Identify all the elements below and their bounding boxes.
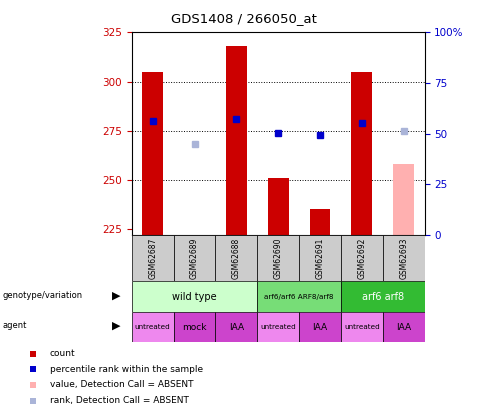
FancyBboxPatch shape bbox=[299, 312, 341, 342]
Text: mock: mock bbox=[182, 322, 207, 332]
Text: GSM62689: GSM62689 bbox=[190, 237, 199, 279]
Text: genotype/variation: genotype/variation bbox=[2, 291, 83, 300]
FancyBboxPatch shape bbox=[383, 235, 425, 281]
Text: agent: agent bbox=[2, 321, 27, 330]
FancyBboxPatch shape bbox=[215, 312, 257, 342]
Bar bbox=[142, 72, 163, 235]
Bar bbox=[309, 209, 330, 235]
FancyBboxPatch shape bbox=[174, 235, 215, 281]
Text: GSM62692: GSM62692 bbox=[357, 237, 366, 279]
Text: GSM62690: GSM62690 bbox=[274, 237, 283, 279]
Bar bbox=[393, 164, 414, 235]
Text: GSM62688: GSM62688 bbox=[232, 238, 241, 279]
Text: IAA: IAA bbox=[229, 322, 244, 332]
FancyBboxPatch shape bbox=[299, 235, 341, 281]
FancyBboxPatch shape bbox=[257, 312, 299, 342]
Text: wild type: wild type bbox=[172, 292, 217, 302]
Text: ▶: ▶ bbox=[112, 320, 120, 330]
Text: untreated: untreated bbox=[135, 324, 170, 330]
FancyBboxPatch shape bbox=[215, 235, 257, 281]
Text: GDS1408 / 266050_at: GDS1408 / 266050_at bbox=[171, 12, 317, 25]
FancyBboxPatch shape bbox=[383, 312, 425, 342]
Text: value, Detection Call = ABSENT: value, Detection Call = ABSENT bbox=[50, 380, 193, 390]
FancyBboxPatch shape bbox=[257, 281, 341, 312]
Bar bbox=[226, 46, 247, 235]
Bar bbox=[268, 178, 288, 235]
FancyBboxPatch shape bbox=[341, 235, 383, 281]
Text: untreated: untreated bbox=[260, 324, 296, 330]
Bar bbox=[351, 72, 372, 235]
Text: IAA: IAA bbox=[312, 322, 327, 332]
Text: IAA: IAA bbox=[396, 322, 411, 332]
Text: ▶: ▶ bbox=[112, 290, 120, 300]
FancyBboxPatch shape bbox=[174, 312, 215, 342]
FancyBboxPatch shape bbox=[341, 281, 425, 312]
FancyBboxPatch shape bbox=[132, 281, 257, 312]
Text: arf6 arf8: arf6 arf8 bbox=[362, 292, 404, 302]
FancyBboxPatch shape bbox=[132, 235, 174, 281]
Text: GSM62693: GSM62693 bbox=[399, 237, 408, 279]
Text: arf6/arf6 ARF8/arf8: arf6/arf6 ARF8/arf8 bbox=[264, 294, 334, 300]
Text: GSM62687: GSM62687 bbox=[148, 237, 157, 279]
Text: percentile rank within the sample: percentile rank within the sample bbox=[50, 365, 203, 374]
FancyBboxPatch shape bbox=[132, 312, 174, 342]
FancyBboxPatch shape bbox=[257, 235, 299, 281]
Text: rank, Detection Call = ABSENT: rank, Detection Call = ABSENT bbox=[50, 396, 189, 405]
Text: GSM62691: GSM62691 bbox=[315, 237, 325, 279]
Text: untreated: untreated bbox=[344, 324, 380, 330]
Text: count: count bbox=[50, 349, 76, 358]
FancyBboxPatch shape bbox=[341, 312, 383, 342]
